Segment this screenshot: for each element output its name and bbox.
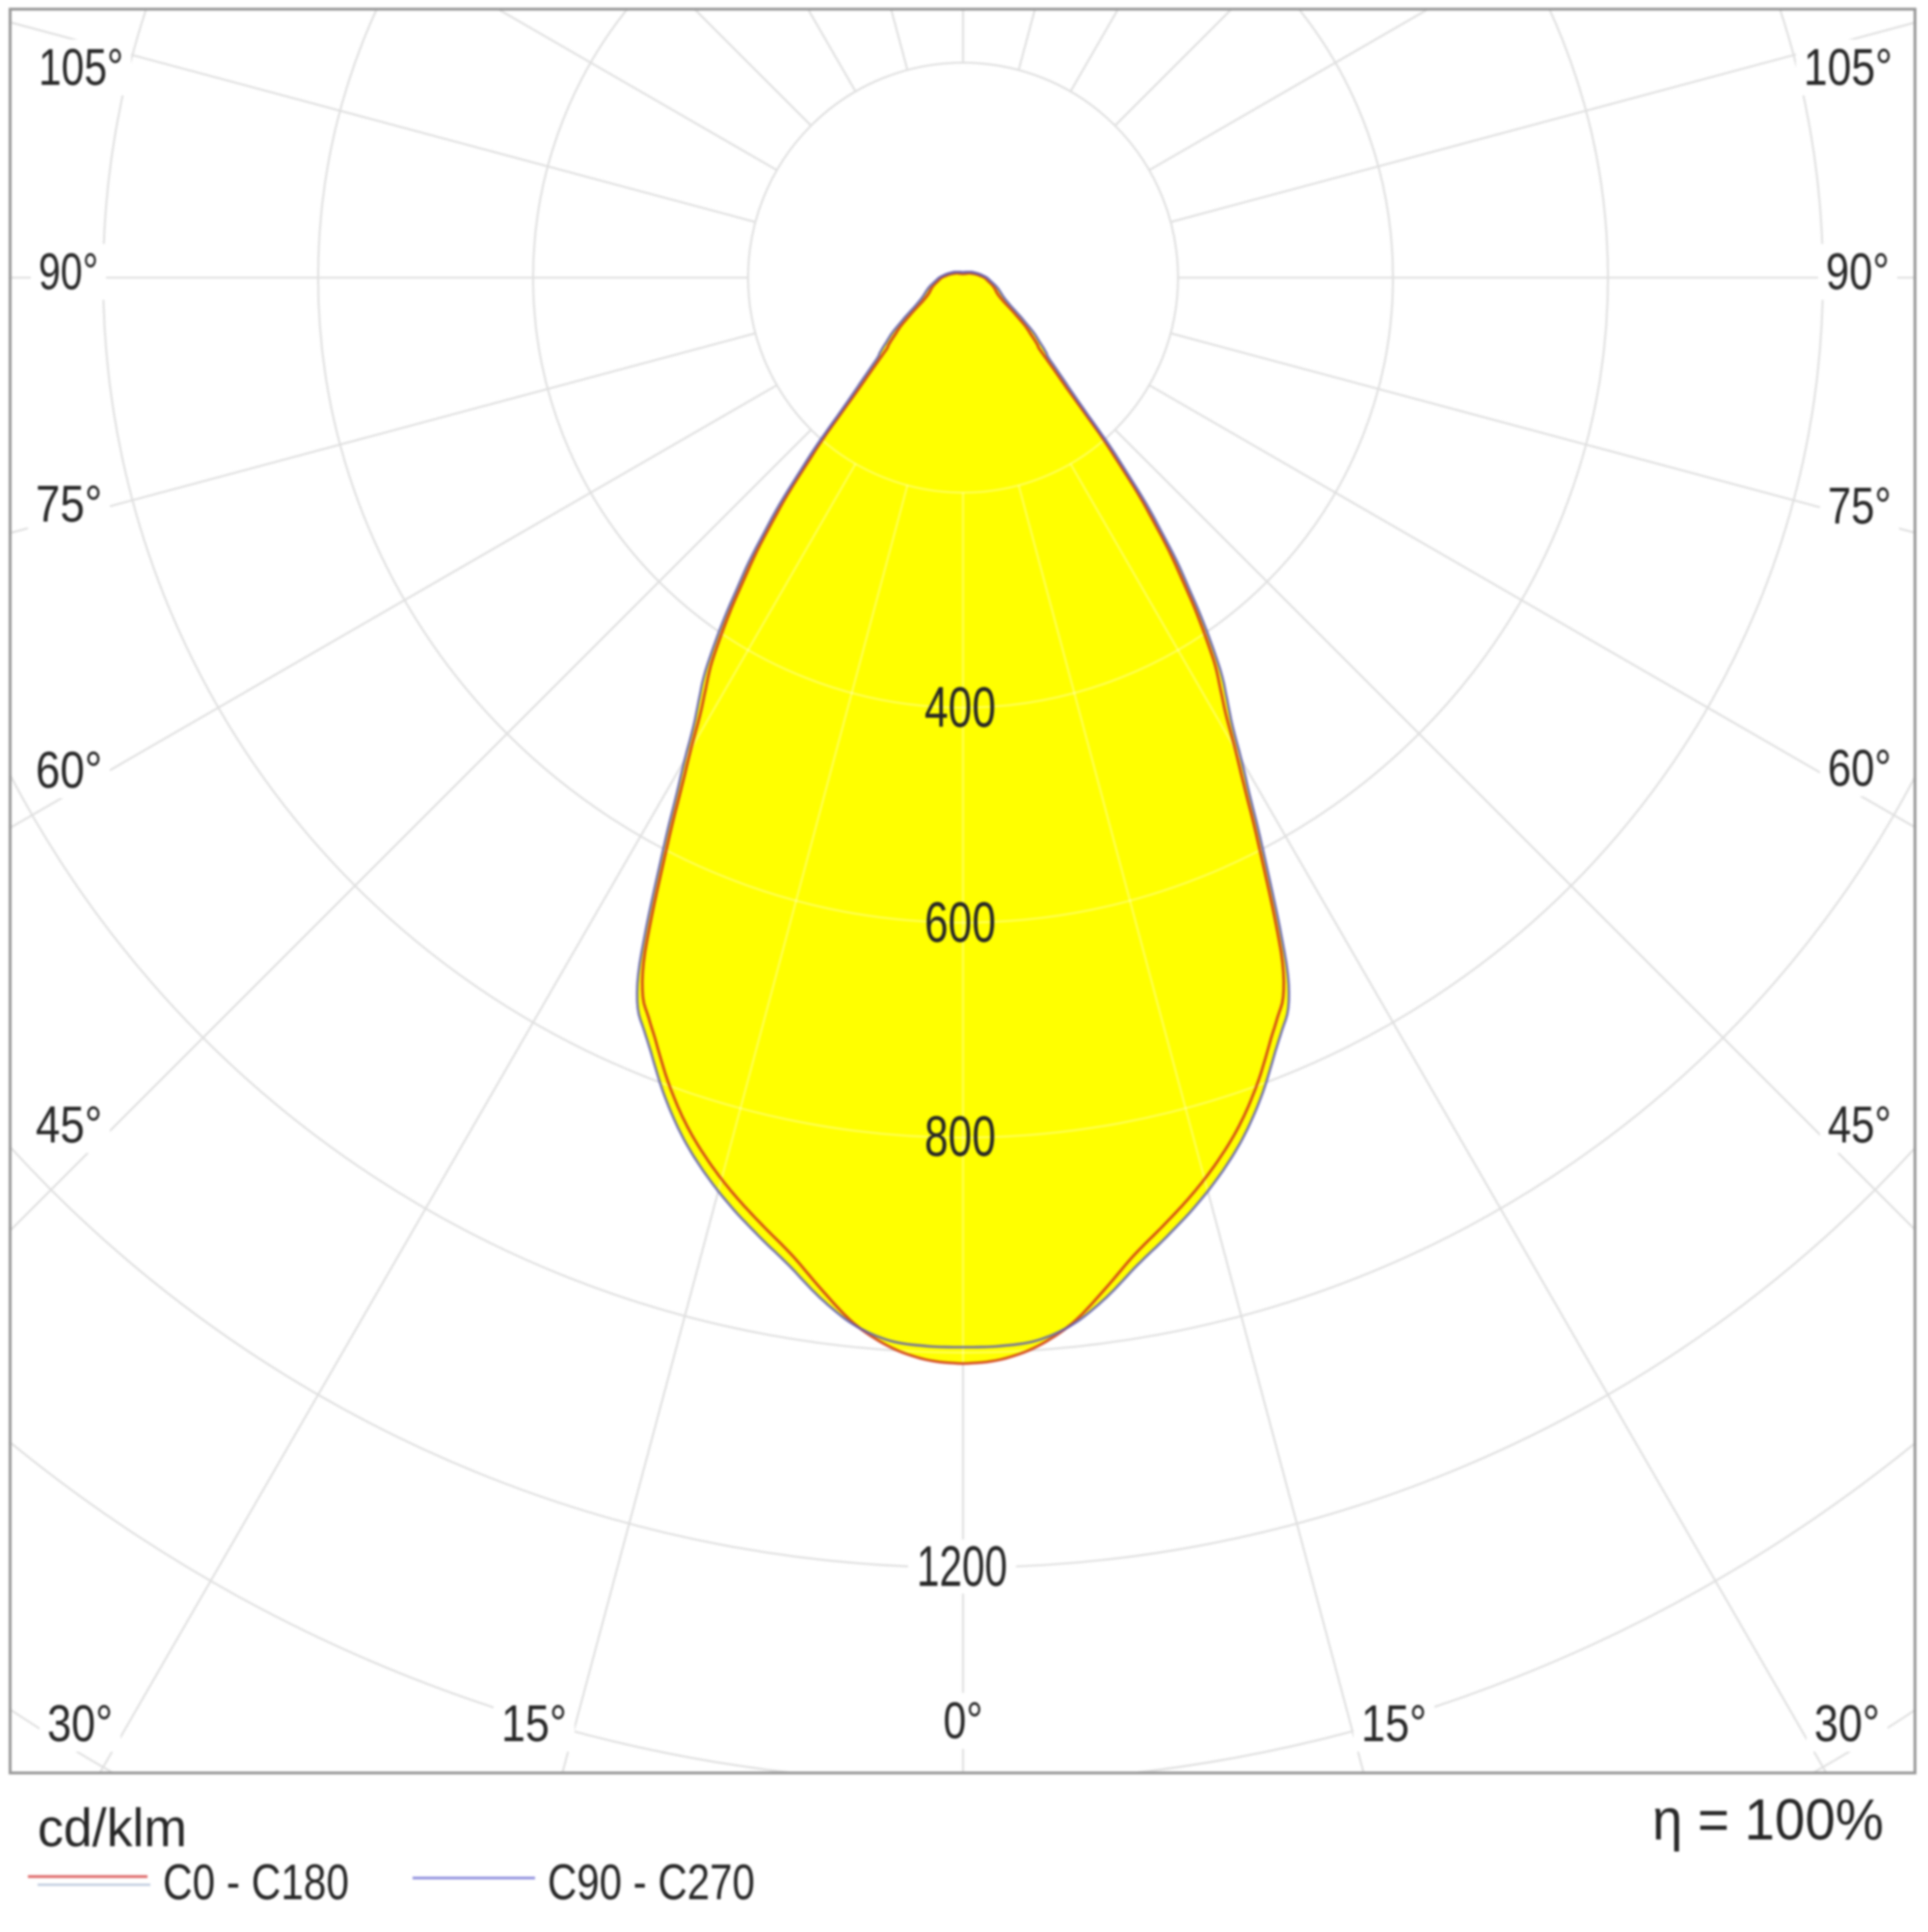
svg-text:600: 600 (924, 891, 996, 954)
svg-text:η = 100%: η = 100% (1652, 1787, 1884, 1852)
svg-text:15°: 15° (1361, 1695, 1427, 1753)
svg-text:60°: 60° (1828, 739, 1891, 797)
svg-text:45°: 45° (36, 1096, 102, 1154)
svg-text:60°: 60° (36, 741, 102, 799)
svg-text:cd/klm: cd/klm (38, 1797, 187, 1858)
svg-text:30°: 30° (1814, 1695, 1880, 1753)
svg-text:0°: 0° (944, 1692, 983, 1750)
svg-text:75°: 75° (1828, 477, 1891, 535)
svg-text:90°: 90° (39, 243, 98, 301)
svg-text:400: 400 (924, 676, 996, 739)
svg-text:C90 - C270: C90 - C270 (548, 1855, 755, 1911)
svg-text:800: 800 (924, 1105, 996, 1168)
svg-text:15°: 15° (501, 1695, 567, 1753)
svg-text:30°: 30° (47, 1695, 113, 1753)
svg-text:75°: 75° (36, 475, 102, 533)
svg-text:105°: 105° (1804, 39, 1892, 96)
svg-text:C0 - C180: C0 - C180 (163, 1855, 349, 1911)
svg-text:1200: 1200 (917, 1535, 1007, 1598)
svg-text:45°: 45° (1828, 1096, 1891, 1154)
svg-text:105°: 105° (39, 39, 123, 96)
svg-text:90°: 90° (1826, 243, 1889, 301)
